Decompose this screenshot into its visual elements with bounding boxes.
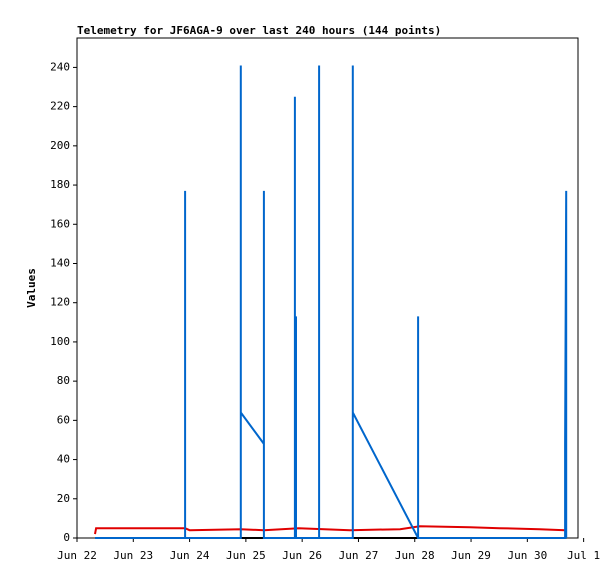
y-tick-label: 20	[57, 492, 70, 505]
plot-area	[76, 37, 579, 539]
y-tick-label: 100	[50, 335, 70, 348]
x-tick-label: Jul 1	[567, 549, 600, 562]
x-tick-label: Jun 25	[226, 549, 266, 562]
y-tick-label: 240	[50, 60, 70, 73]
x-tick-label: Jun 26	[282, 549, 322, 562]
y-tick-label: 0	[63, 531, 70, 544]
y-tick-label: 160	[50, 217, 70, 230]
x-tick-label: Jun 24	[170, 549, 210, 562]
y-tick-label: 60	[57, 413, 70, 426]
x-tick-label: Jun 27	[339, 549, 379, 562]
y-tick-label: 140	[50, 256, 70, 269]
x-tick-label: Jun 28	[395, 549, 435, 562]
y-tick-label: 220	[50, 100, 70, 113]
y-tick-label: 180	[50, 178, 70, 191]
y-tick-label: 200	[50, 139, 70, 152]
x-tick-label: Jun 30	[507, 549, 547, 562]
series-line	[95, 65, 568, 539]
y-tick-label: 40	[57, 453, 70, 466]
y-tick-label: 80	[57, 374, 70, 387]
y-tick-label: 120	[50, 296, 70, 309]
y-axis-label: Values	[25, 268, 38, 308]
x-tick-label: Jun 22	[57, 549, 97, 562]
x-tick-label: Jun 29	[451, 549, 491, 562]
chart-title: Telemetry for JF6AGA-9 over last 240 hou…	[77, 24, 441, 37]
x-tick-label: Jun 23	[113, 549, 153, 562]
